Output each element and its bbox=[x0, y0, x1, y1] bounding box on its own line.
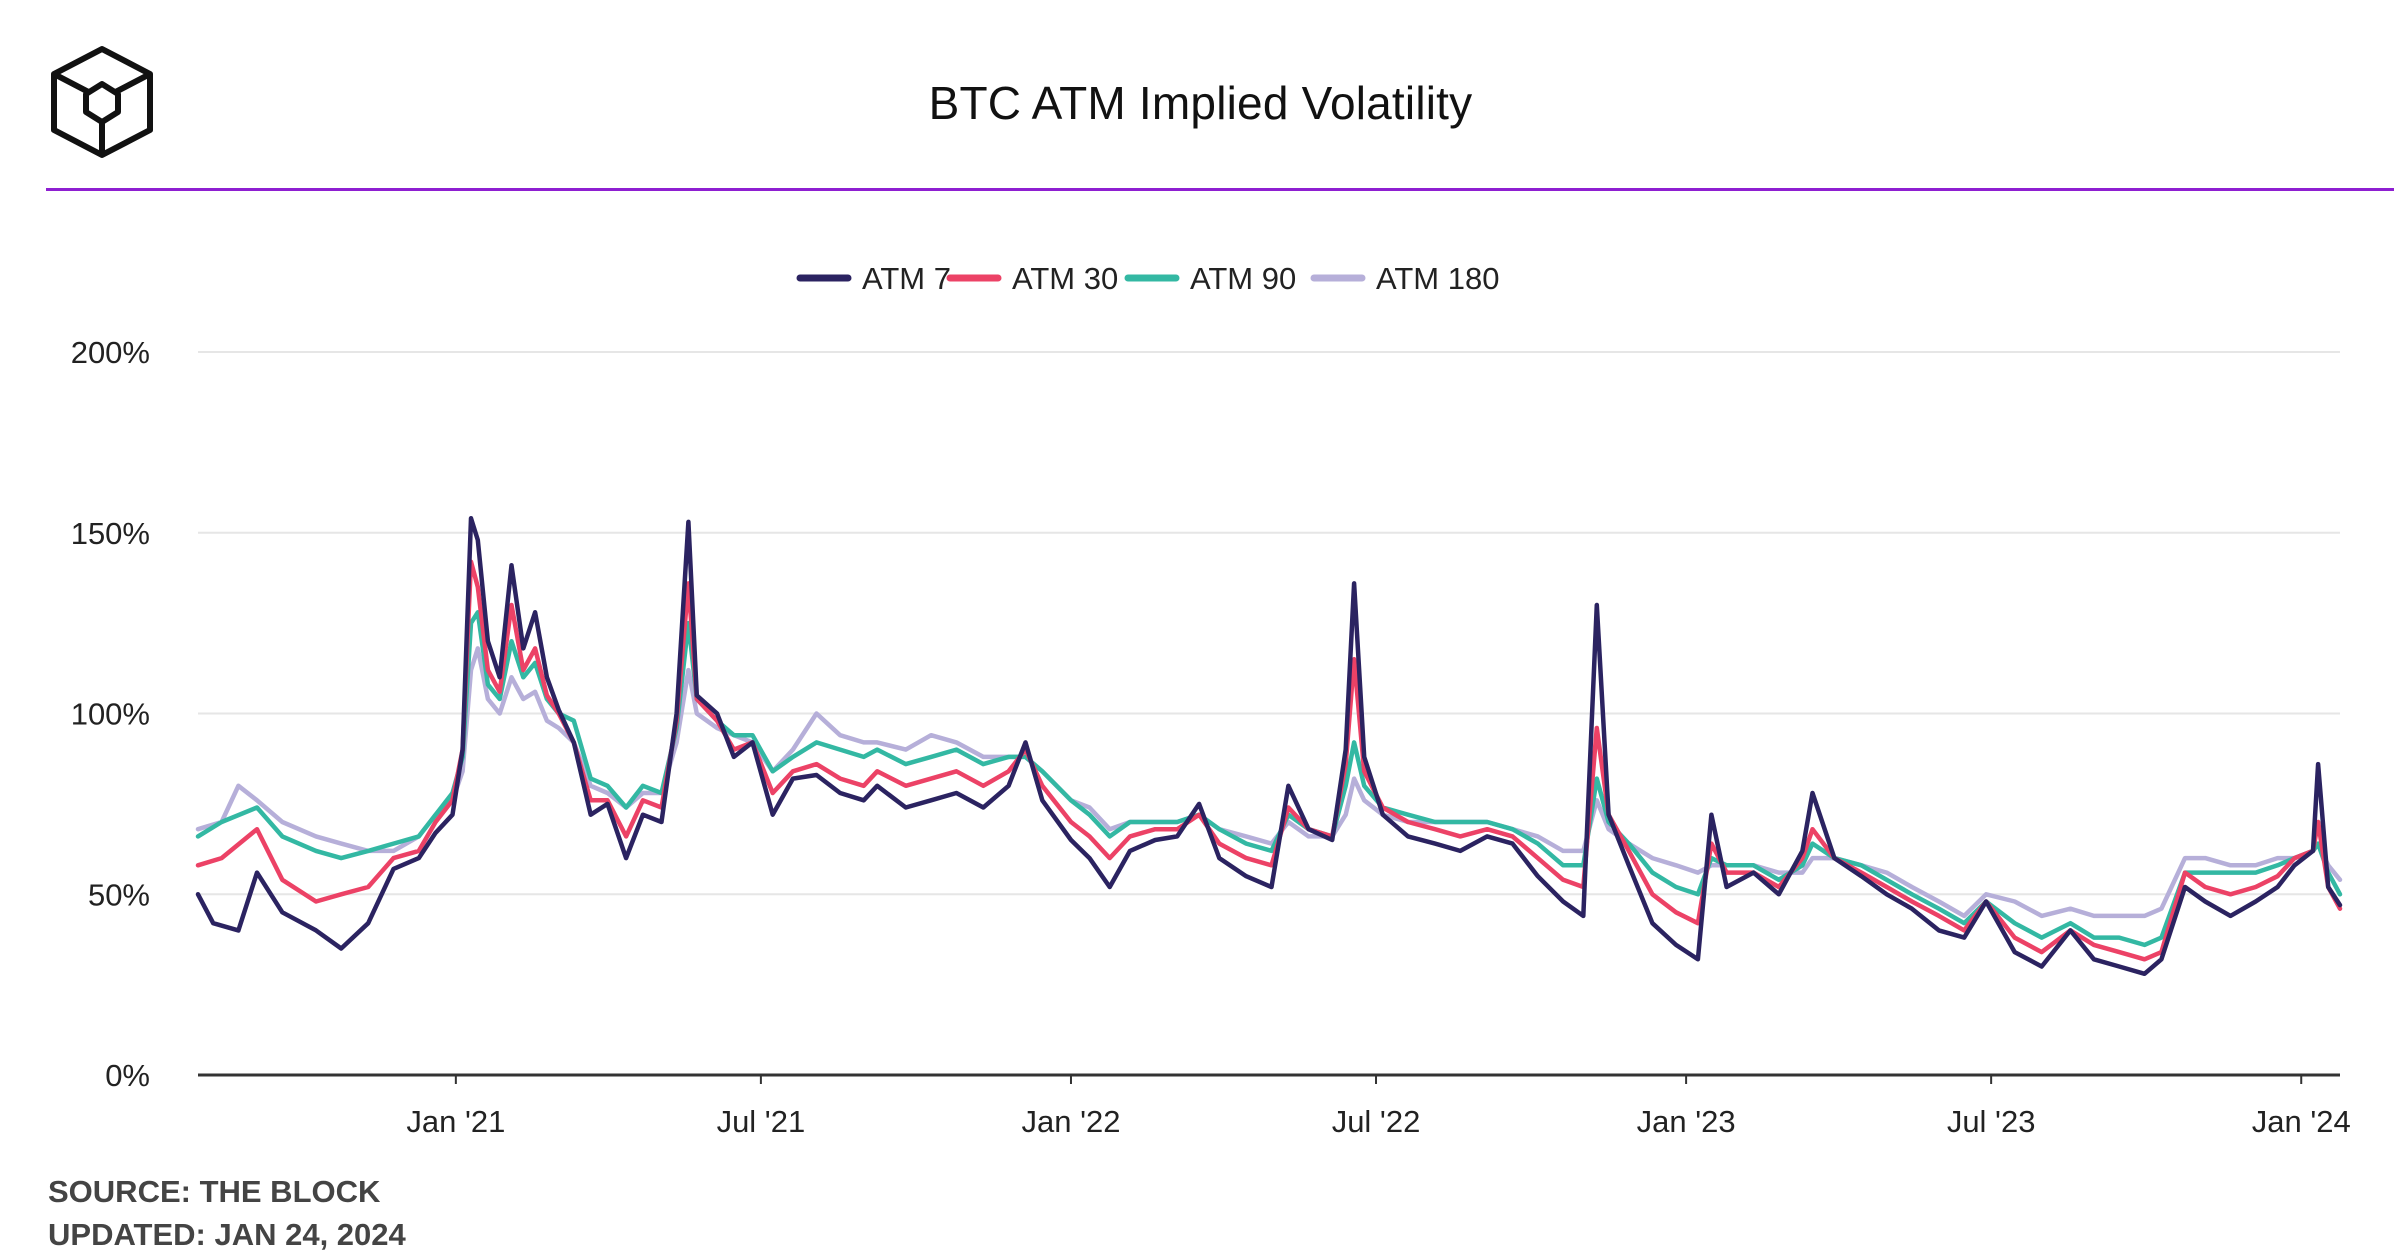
x-tick-label: Jul '22 bbox=[1332, 1104, 1421, 1139]
x-tick-label: Jan '22 bbox=[1021, 1104, 1120, 1139]
legend-label: ATM 7 bbox=[862, 261, 951, 296]
series-line-atm-7 bbox=[195, 516, 2343, 977]
source-note: SOURCE: THE BLOCK bbox=[48, 1174, 381, 1209]
footer: SOURCE: THE BLOCK UPDATED: JAN 24, 2024 bbox=[48, 1170, 406, 1256]
x-axis-ticks: Jan '21 Jul '21 Jan '22 Jul '22 Jan '23 Jul '… bbox=[406, 1075, 2351, 1139]
legend-label: ATM 180 bbox=[1376, 261, 1499, 296]
series-line-atm-30 bbox=[195, 559, 2343, 962]
y-tick-label: 50% bbox=[88, 877, 150, 912]
series-lines bbox=[195, 516, 2343, 977]
series-line-atm-90 bbox=[195, 610, 2343, 948]
x-tick-label: Jul '23 bbox=[1947, 1104, 2036, 1139]
legend-label: ATM 90 bbox=[1190, 261, 1296, 296]
x-tick-label: Jul '21 bbox=[717, 1104, 806, 1139]
y-tick-label: 200% bbox=[71, 335, 150, 370]
chart-title: BTC ATM Implied Volatility bbox=[928, 77, 1473, 129]
x-tick-label: Jan '24 bbox=[2252, 1104, 2351, 1139]
x-tick-label: Jan '23 bbox=[1637, 1104, 1736, 1139]
y-tick-label: 0% bbox=[105, 1058, 150, 1093]
the-block-cube-logo-icon bbox=[51, 46, 153, 158]
x-tick-label: Jan '21 bbox=[406, 1104, 505, 1139]
y-tick-label: 100% bbox=[71, 697, 150, 732]
y-axis-ticks: 0% 50% 100% 150% 200% bbox=[71, 335, 150, 1093]
legend-label: ATM 30 bbox=[1012, 261, 1118, 296]
legend: ATM 7 ATM 30 ATM 90 ATM 180 bbox=[796, 261, 1499, 296]
series-line-atm-180 bbox=[195, 646, 2343, 919]
updated-note: UPDATED: JAN 24, 2024 bbox=[48, 1217, 406, 1252]
y-tick-label: 150% bbox=[71, 516, 150, 551]
title-divider bbox=[46, 188, 2394, 191]
